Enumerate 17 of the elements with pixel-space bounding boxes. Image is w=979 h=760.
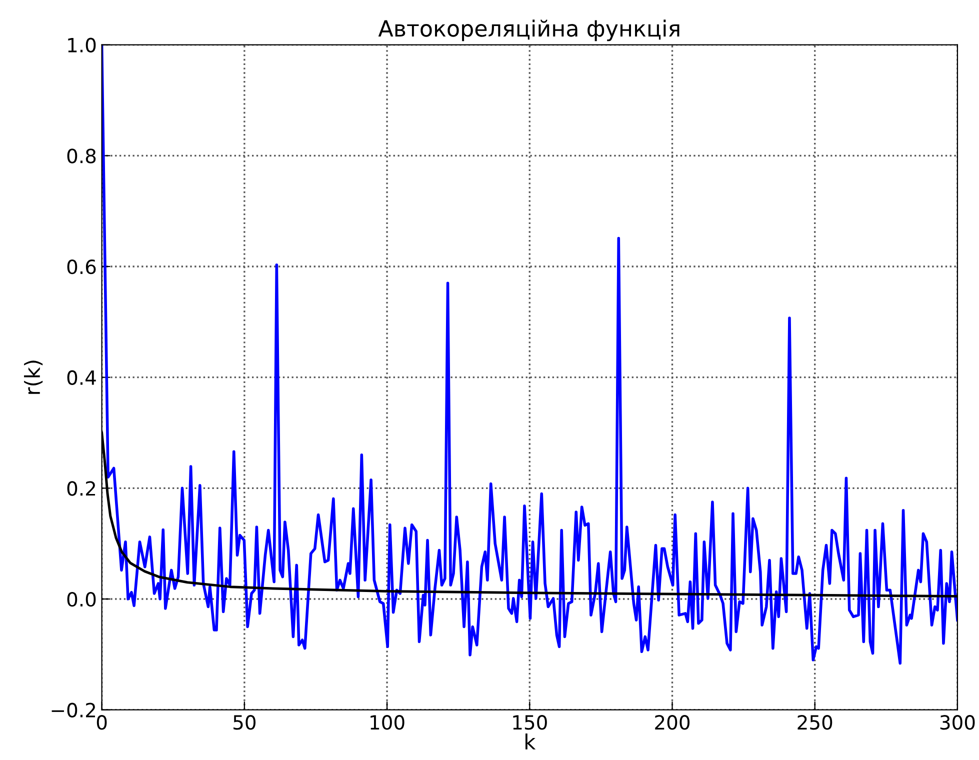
y-tick-label: 1.0 xyxy=(68,38,96,53)
x-tick-label: 200 xyxy=(655,715,690,730)
y-tick-label: 0.8 xyxy=(67,148,96,164)
chart-title: Автокореляційна функція xyxy=(378,20,680,42)
x-tick-label: 250 xyxy=(798,715,832,730)
x-tick-label: 100 xyxy=(370,715,404,730)
y-tick-label: 0.4 xyxy=(67,370,96,386)
x-tick-label: 300 xyxy=(940,715,975,730)
x-tick-label: 50 xyxy=(234,715,256,730)
y-tick-label: −0.2 xyxy=(52,702,96,718)
y-axis-title: r(k) xyxy=(24,360,43,394)
y-tick-label: 0.0 xyxy=(67,592,96,607)
x-axis-title: k xyxy=(526,734,536,750)
y-tick-label: 0.6 xyxy=(67,259,96,274)
x-tick-label: 0 xyxy=(96,715,107,730)
y-tick-label: 0.2 xyxy=(67,481,96,496)
x-tick-label: 150 xyxy=(513,715,547,730)
